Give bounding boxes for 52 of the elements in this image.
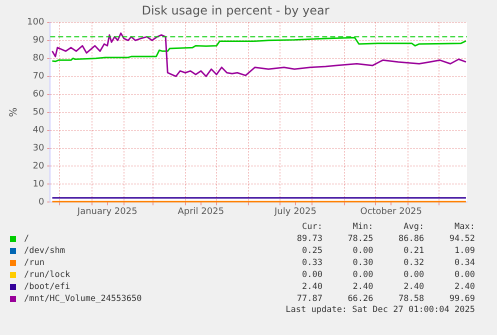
text: 2.40 [352,281,374,293]
text: Avg: [402,221,424,233]
chart-title: Disk usage in percent - by year [142,3,330,18]
text: 78.25 [346,233,374,245]
text: Cur: [300,221,322,233]
legend-label: /dev/shm [23,245,66,257]
text: 94.52 [448,233,475,245]
text: 0.32 [402,257,424,269]
y-tick-label: 70 [32,72,44,82]
text: Max: [454,221,475,233]
text: 89.73 [296,233,322,245]
text: 2.40 [402,281,424,293]
text: 0.00 [352,245,374,257]
y-tick-label: 10 [32,180,44,190]
text: 0.00 [454,269,475,281]
text: 78.58 [398,293,424,305]
y-axis-title: % [8,108,20,118]
text: 0.25 [300,245,322,257]
text: 0.00 [300,269,322,281]
y-tick-label: 60 [32,90,44,100]
legend-label: /boot/efi [23,281,72,293]
y-tick-label: 100 [26,18,44,28]
text: Last update: Sat Dec 27 01:00:04 2025 [284,305,475,315]
y-tick-label: 90 [32,36,44,46]
y-tick-label: 40 [32,126,44,136]
y-tick-label: 0 [38,198,44,208]
y-tick-label: 50 [32,108,44,118]
legend-label: /run [23,257,46,269]
x-tick-label: October 2025 [360,206,422,217]
text: 2.40 [454,281,475,293]
text: 0.00 [402,269,424,281]
x-tick-label: April 2025 [178,206,224,217]
y-tick-label: 20 [32,162,44,172]
text: 99.69 [448,293,475,305]
text: 0.33 [300,257,322,269]
y-tick-label: 30 [32,144,44,154]
text: 77.87 [296,293,322,305]
y-tick-label: 80 [32,54,44,64]
text: 0.30 [352,257,374,269]
text: Min: [352,221,374,233]
legend-label: / [23,233,30,245]
x-tick-label: January 2025 [76,206,138,217]
legend-label: /mnt/HC_Volume_24553650 [23,293,143,305]
text: 0.34 [454,257,475,269]
legend-label: /run/lock [23,269,72,281]
x-tick-label: July 2025 [274,206,316,217]
text: 0.21 [402,245,424,257]
text: 66.26 [346,293,374,305]
text: 1.09 [454,245,475,257]
text: 0.00 [352,269,374,281]
text: 86.86 [398,233,424,245]
text: 2.40 [300,281,322,293]
